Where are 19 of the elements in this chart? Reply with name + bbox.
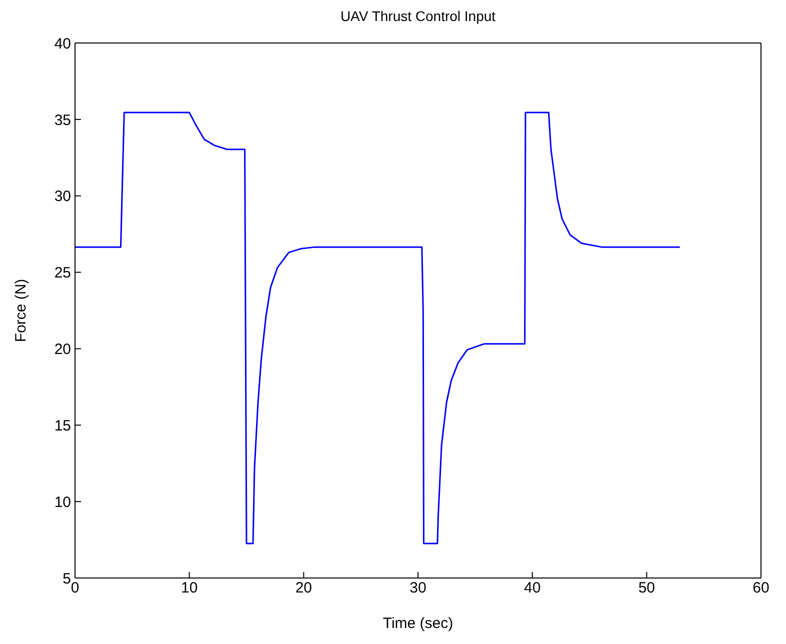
y-tick-label: 40 bbox=[54, 35, 71, 52]
y-tick-label: 10 bbox=[54, 494, 71, 511]
x-axis-title: Time (sec) bbox=[382, 615, 454, 632]
y-tick-label: 15 bbox=[54, 417, 71, 434]
x-tick-label: 30 bbox=[410, 580, 426, 597]
x-tick-label: 60 bbox=[752, 580, 770, 597]
y-axis-title: Force (N) bbox=[12, 278, 30, 342]
x-tick-label: 10 bbox=[180, 580, 198, 597]
line-series bbox=[75, 112, 681, 544]
x-tick-label: 50 bbox=[638, 580, 656, 597]
x-tick-label: 20 bbox=[295, 580, 312, 597]
y-tick-label: 30 bbox=[54, 188, 71, 206]
chart-title: UAV Thrust Control Input bbox=[339, 8, 497, 24]
y-tick-label: 25 bbox=[54, 264, 71, 282]
y-tick-label: 20 bbox=[54, 341, 71, 358]
y-tick-label: 5 bbox=[62, 570, 71, 588]
y-tick-label: 35 bbox=[54, 112, 71, 129]
x-tick-label: 0 bbox=[70, 580, 80, 597]
x-tick-label: 40 bbox=[524, 580, 541, 597]
